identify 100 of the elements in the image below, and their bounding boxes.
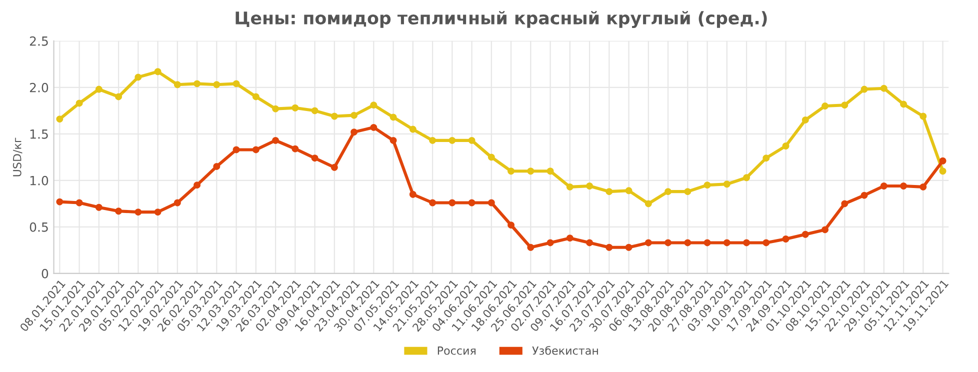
point bbox=[134, 74, 142, 81]
point bbox=[782, 142, 790, 150]
point bbox=[56, 116, 64, 123]
point bbox=[802, 116, 809, 124]
point bbox=[194, 80, 201, 88]
point bbox=[468, 199, 476, 206]
point bbox=[527, 168, 534, 175]
point bbox=[606, 244, 613, 251]
chart-title: Цены: помидор тепличный красный круглый (сред.) bbox=[236, 10, 767, 28]
point bbox=[311, 107, 318, 114]
point bbox=[448, 136, 456, 144]
point bbox=[704, 182, 711, 189]
legend-label: Узбекистан bbox=[532, 346, 598, 355]
y-tick-label: 0 bbox=[42, 268, 48, 278]
y-tick-label: 1.5 bbox=[30, 130, 48, 139]
point bbox=[488, 199, 495, 206]
point bbox=[154, 208, 162, 216]
point bbox=[644, 239, 652, 246]
point bbox=[920, 112, 927, 120]
point bbox=[194, 182, 201, 189]
point bbox=[409, 126, 416, 133]
point bbox=[841, 102, 848, 109]
point bbox=[370, 102, 378, 109]
point bbox=[625, 187, 632, 194]
y-tick-label: 0.5 bbox=[30, 222, 48, 232]
point bbox=[213, 162, 220, 170]
point bbox=[743, 174, 750, 182]
legend-label: Россия bbox=[438, 346, 476, 355]
point bbox=[76, 199, 83, 206]
point bbox=[664, 239, 672, 246]
y-tick-label: 2.0 bbox=[30, 82, 48, 92]
point bbox=[508, 168, 515, 175]
point bbox=[606, 188, 613, 196]
y-tick-label: 2.5 bbox=[30, 36, 48, 46]
point bbox=[704, 239, 711, 246]
point bbox=[350, 128, 358, 136]
point bbox=[900, 100, 907, 108]
point bbox=[76, 100, 83, 107]
point bbox=[684, 239, 692, 246]
point bbox=[508, 222, 515, 229]
y-tick-label: 1.0 bbox=[30, 176, 48, 186]
point bbox=[390, 136, 397, 144]
point bbox=[860, 192, 868, 199]
point bbox=[762, 239, 770, 246]
point bbox=[429, 199, 436, 206]
point bbox=[311, 154, 318, 162]
point bbox=[174, 199, 181, 206]
point bbox=[644, 200, 652, 208]
point bbox=[880, 84, 888, 92]
point bbox=[154, 68, 162, 76]
point bbox=[822, 102, 828, 110]
point bbox=[429, 136, 436, 144]
point bbox=[723, 180, 730, 188]
point bbox=[939, 157, 946, 164]
point bbox=[272, 136, 280, 144]
point bbox=[625, 244, 632, 251]
point bbox=[586, 182, 594, 190]
point bbox=[448, 199, 456, 206]
point bbox=[330, 164, 338, 171]
point bbox=[95, 204, 102, 211]
point bbox=[920, 183, 927, 190]
point bbox=[664, 188, 672, 196]
point bbox=[115, 93, 122, 100]
point bbox=[292, 104, 299, 112]
point bbox=[488, 154, 495, 161]
point bbox=[174, 81, 181, 88]
point bbox=[684, 188, 692, 196]
point bbox=[56, 198, 64, 206]
point bbox=[939, 168, 946, 175]
point bbox=[330, 112, 338, 120]
point bbox=[822, 226, 828, 234]
point bbox=[860, 86, 868, 93]
point bbox=[880, 182, 888, 190]
point bbox=[802, 230, 809, 238]
point bbox=[272, 105, 280, 112]
point bbox=[252, 93, 260, 100]
point bbox=[527, 244, 534, 251]
point bbox=[252, 146, 260, 154]
point bbox=[115, 208, 122, 215]
point bbox=[782, 236, 790, 242]
point bbox=[213, 81, 220, 88]
point bbox=[566, 183, 574, 190]
point bbox=[350, 112, 358, 119]
point bbox=[232, 80, 240, 88]
point bbox=[743, 239, 750, 246]
point bbox=[546, 239, 554, 246]
point bbox=[468, 136, 476, 144]
point bbox=[841, 200, 848, 208]
point bbox=[723, 239, 730, 246]
point bbox=[370, 124, 378, 131]
point bbox=[409, 190, 416, 198]
point bbox=[390, 114, 397, 121]
point bbox=[900, 182, 907, 190]
point bbox=[566, 234, 574, 242]
point bbox=[762, 154, 770, 162]
point bbox=[134, 208, 142, 216]
point bbox=[546, 168, 554, 175]
point bbox=[95, 86, 102, 93]
point bbox=[292, 145, 299, 152]
point bbox=[586, 239, 594, 246]
